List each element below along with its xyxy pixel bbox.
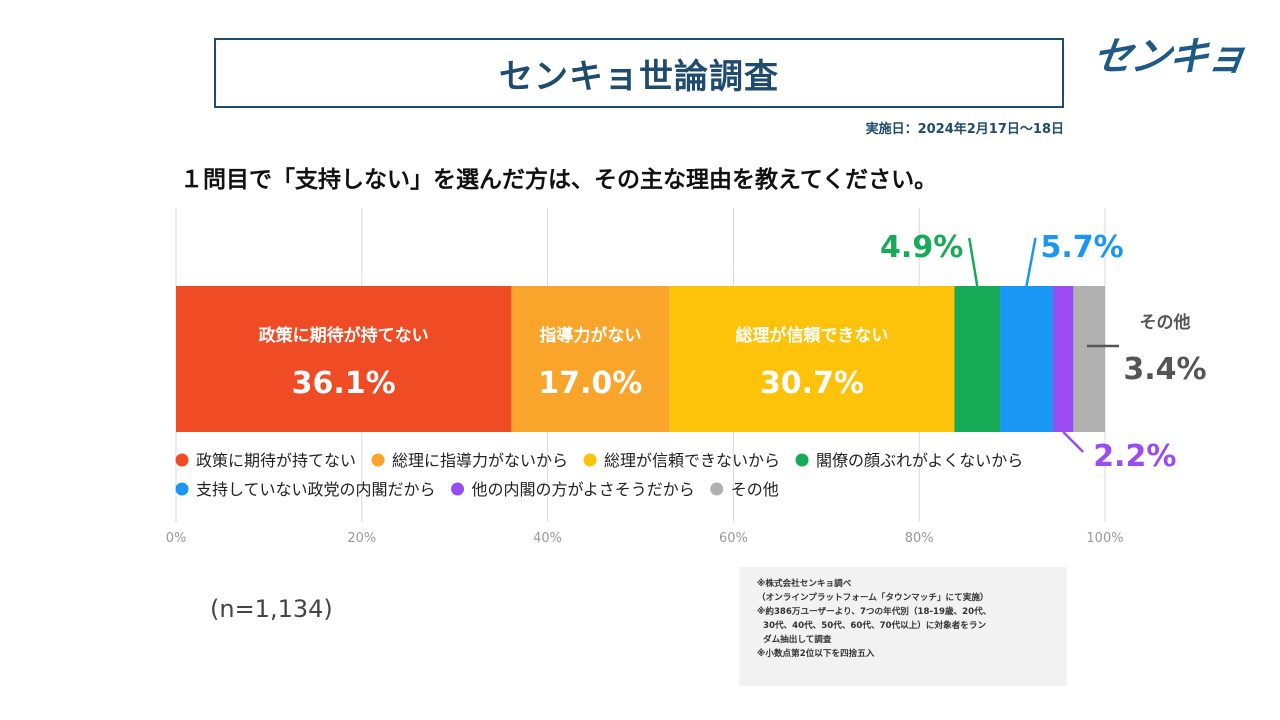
legend-label: 他の内閣の方がよさそうだから <box>472 480 695 499</box>
survey-date: 実施日：2024年2月17日～18日 <box>865 122 1064 137</box>
callout-line <box>1025 237 1037 287</box>
title-box: センキョ世論調査 <box>214 38 1064 108</box>
callout-line <box>968 237 979 287</box>
segment-category-label: 指導力がない <box>539 325 641 346</box>
bar-segment <box>954 286 1001 432</box>
bar-segment <box>1052 286 1074 432</box>
legend-marker <box>795 453 809 467</box>
legend-label: 総理に指導力がないから <box>392 451 568 470</box>
legend-marker <box>175 453 189 467</box>
legend-label: 閣僚の顔ぶれがよくないから <box>816 451 1023 470</box>
bar-segment <box>176 286 512 432</box>
survey-notes: ※株式会社センキョ調べ （オンラインプラットフォーム「タウンマッチ」にて実施） … <box>739 567 1067 686</box>
segment-category-label: 総理が信頼できない <box>735 325 888 346</box>
bar-segment <box>669 286 955 432</box>
legend-marker <box>175 482 189 496</box>
sample-size: (n=1,134) <box>210 595 333 623</box>
segment-value-label: 17.0% <box>538 366 642 401</box>
x-tick-label: 0% <box>166 531 187 546</box>
survey-question: １問目で「支持しない」を選んだ方は、その主な理由を教えてください。 <box>180 167 938 193</box>
segment-category-label: 政策に期待が持てない <box>259 325 429 346</box>
x-tick-label: 60% <box>719 531 748 546</box>
segment-value-label: 2.2% <box>1093 439 1176 474</box>
legend-label: 政策に期待が持てない <box>196 451 356 470</box>
x-tick-label: 80% <box>905 531 934 546</box>
callout-line <box>1062 431 1085 453</box>
segment-value-label: 30.7% <box>760 366 864 401</box>
x-tick-label: 100% <box>1086 531 1123 546</box>
legend-label: 総理が信頼できないから <box>604 451 780 470</box>
note-line: ※小数点第2位以下を四捨五入 <box>757 649 875 659</box>
note-line: ※株式会社センキョ調べ <box>757 579 852 589</box>
segment-value-label: 3.4% <box>1123 352 1206 387</box>
note-line: （オンラインプラットフォーム「タウンマッチ」にて実施） <box>757 593 989 603</box>
other-category-label: その他 <box>1140 312 1191 333</box>
note-line: ダム抽出して調査 <box>757 635 832 645</box>
segment-value-label: 36.1% <box>292 366 396 401</box>
legend-label: その他 <box>731 480 779 499</box>
legend-marker <box>371 453 385 467</box>
legend-marker <box>583 453 597 467</box>
note-line: ※約386万ユーザーより、7つの年代別（18-19歳、20代、 <box>757 607 992 617</box>
legend-label: 支持していない政党の内閣だから <box>196 480 436 499</box>
segment-value-label: 5.7% <box>1040 230 1123 265</box>
x-tick-label: 40% <box>533 531 562 546</box>
legend-marker <box>451 482 465 496</box>
segment-value-label: 4.9% <box>880 230 963 265</box>
legend-marker <box>710 482 724 496</box>
bar-segment <box>1000 286 1053 432</box>
bar-segment <box>1073 286 1105 432</box>
x-tick-label: 20% <box>347 531 376 546</box>
page-title: センキョ世論調査 <box>499 56 779 97</box>
bar-segment <box>511 286 670 432</box>
note-line: 30代、40代、50代、60代、70代以上）に対象者をラン <box>757 621 987 631</box>
